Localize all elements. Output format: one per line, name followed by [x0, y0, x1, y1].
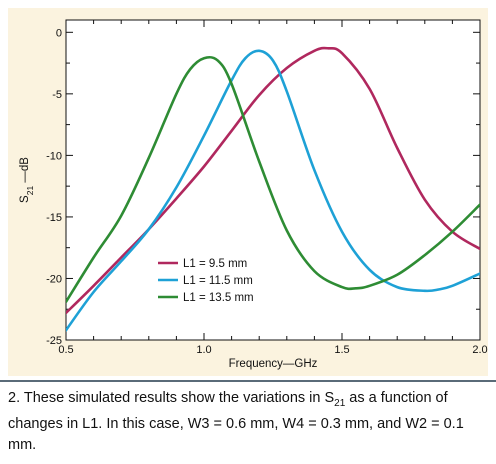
series-line-l1-11-5: [66, 49, 480, 332]
y-tick-label: -25: [46, 335, 62, 347]
caption-divider: [0, 380, 496, 382]
y-tick-label: -5: [52, 89, 62, 101]
figure-caption: 2. These simulated results show the vari…: [8, 388, 492, 456]
plot-area: [65, 19, 481, 341]
y-tick-label: 0: [56, 27, 62, 39]
x-tick-label: 1.5: [334, 344, 349, 356]
x-axis-title: Frequency—GHz: [229, 358, 318, 370]
chart-panel: 0 -5 -10 -15 -20 -25 0.5 1.0 1.5 2.0 Frequency—GHz…: [8, 8, 488, 376]
y-tick-label: -15: [46, 212, 62, 224]
s21-chart: 0 -5 -10 -15 -20 -250.5 1.0 1.5 2.0 Frequency—GHz…: [19, 19, 488, 370]
series-line-l1-13-5: [66, 55, 480, 304]
legend-label: L1 = 13.5 mm: [183, 292, 254, 304]
x-tick-label: 2.0: [472, 344, 487, 356]
y-axis-title: S21 —dB: [19, 157, 35, 203]
caption-subscript: 21: [334, 397, 346, 409]
x-tick-label: 1.0: [196, 344, 211, 356]
legend-label: L1 = 9.5 mm: [183, 258, 247, 270]
caption-text-2: as a function of changes in L1. In this …: [8, 390, 464, 453]
x-tick-label: 0.5: [58, 344, 73, 356]
y-tick-label: -10: [46, 150, 62, 162]
y-tick-label: -20: [46, 273, 62, 285]
caption-text-1: 2. These simulated results show the vari…: [8, 390, 335, 406]
legend-label: L1 = 11.5 mm: [183, 275, 253, 287]
